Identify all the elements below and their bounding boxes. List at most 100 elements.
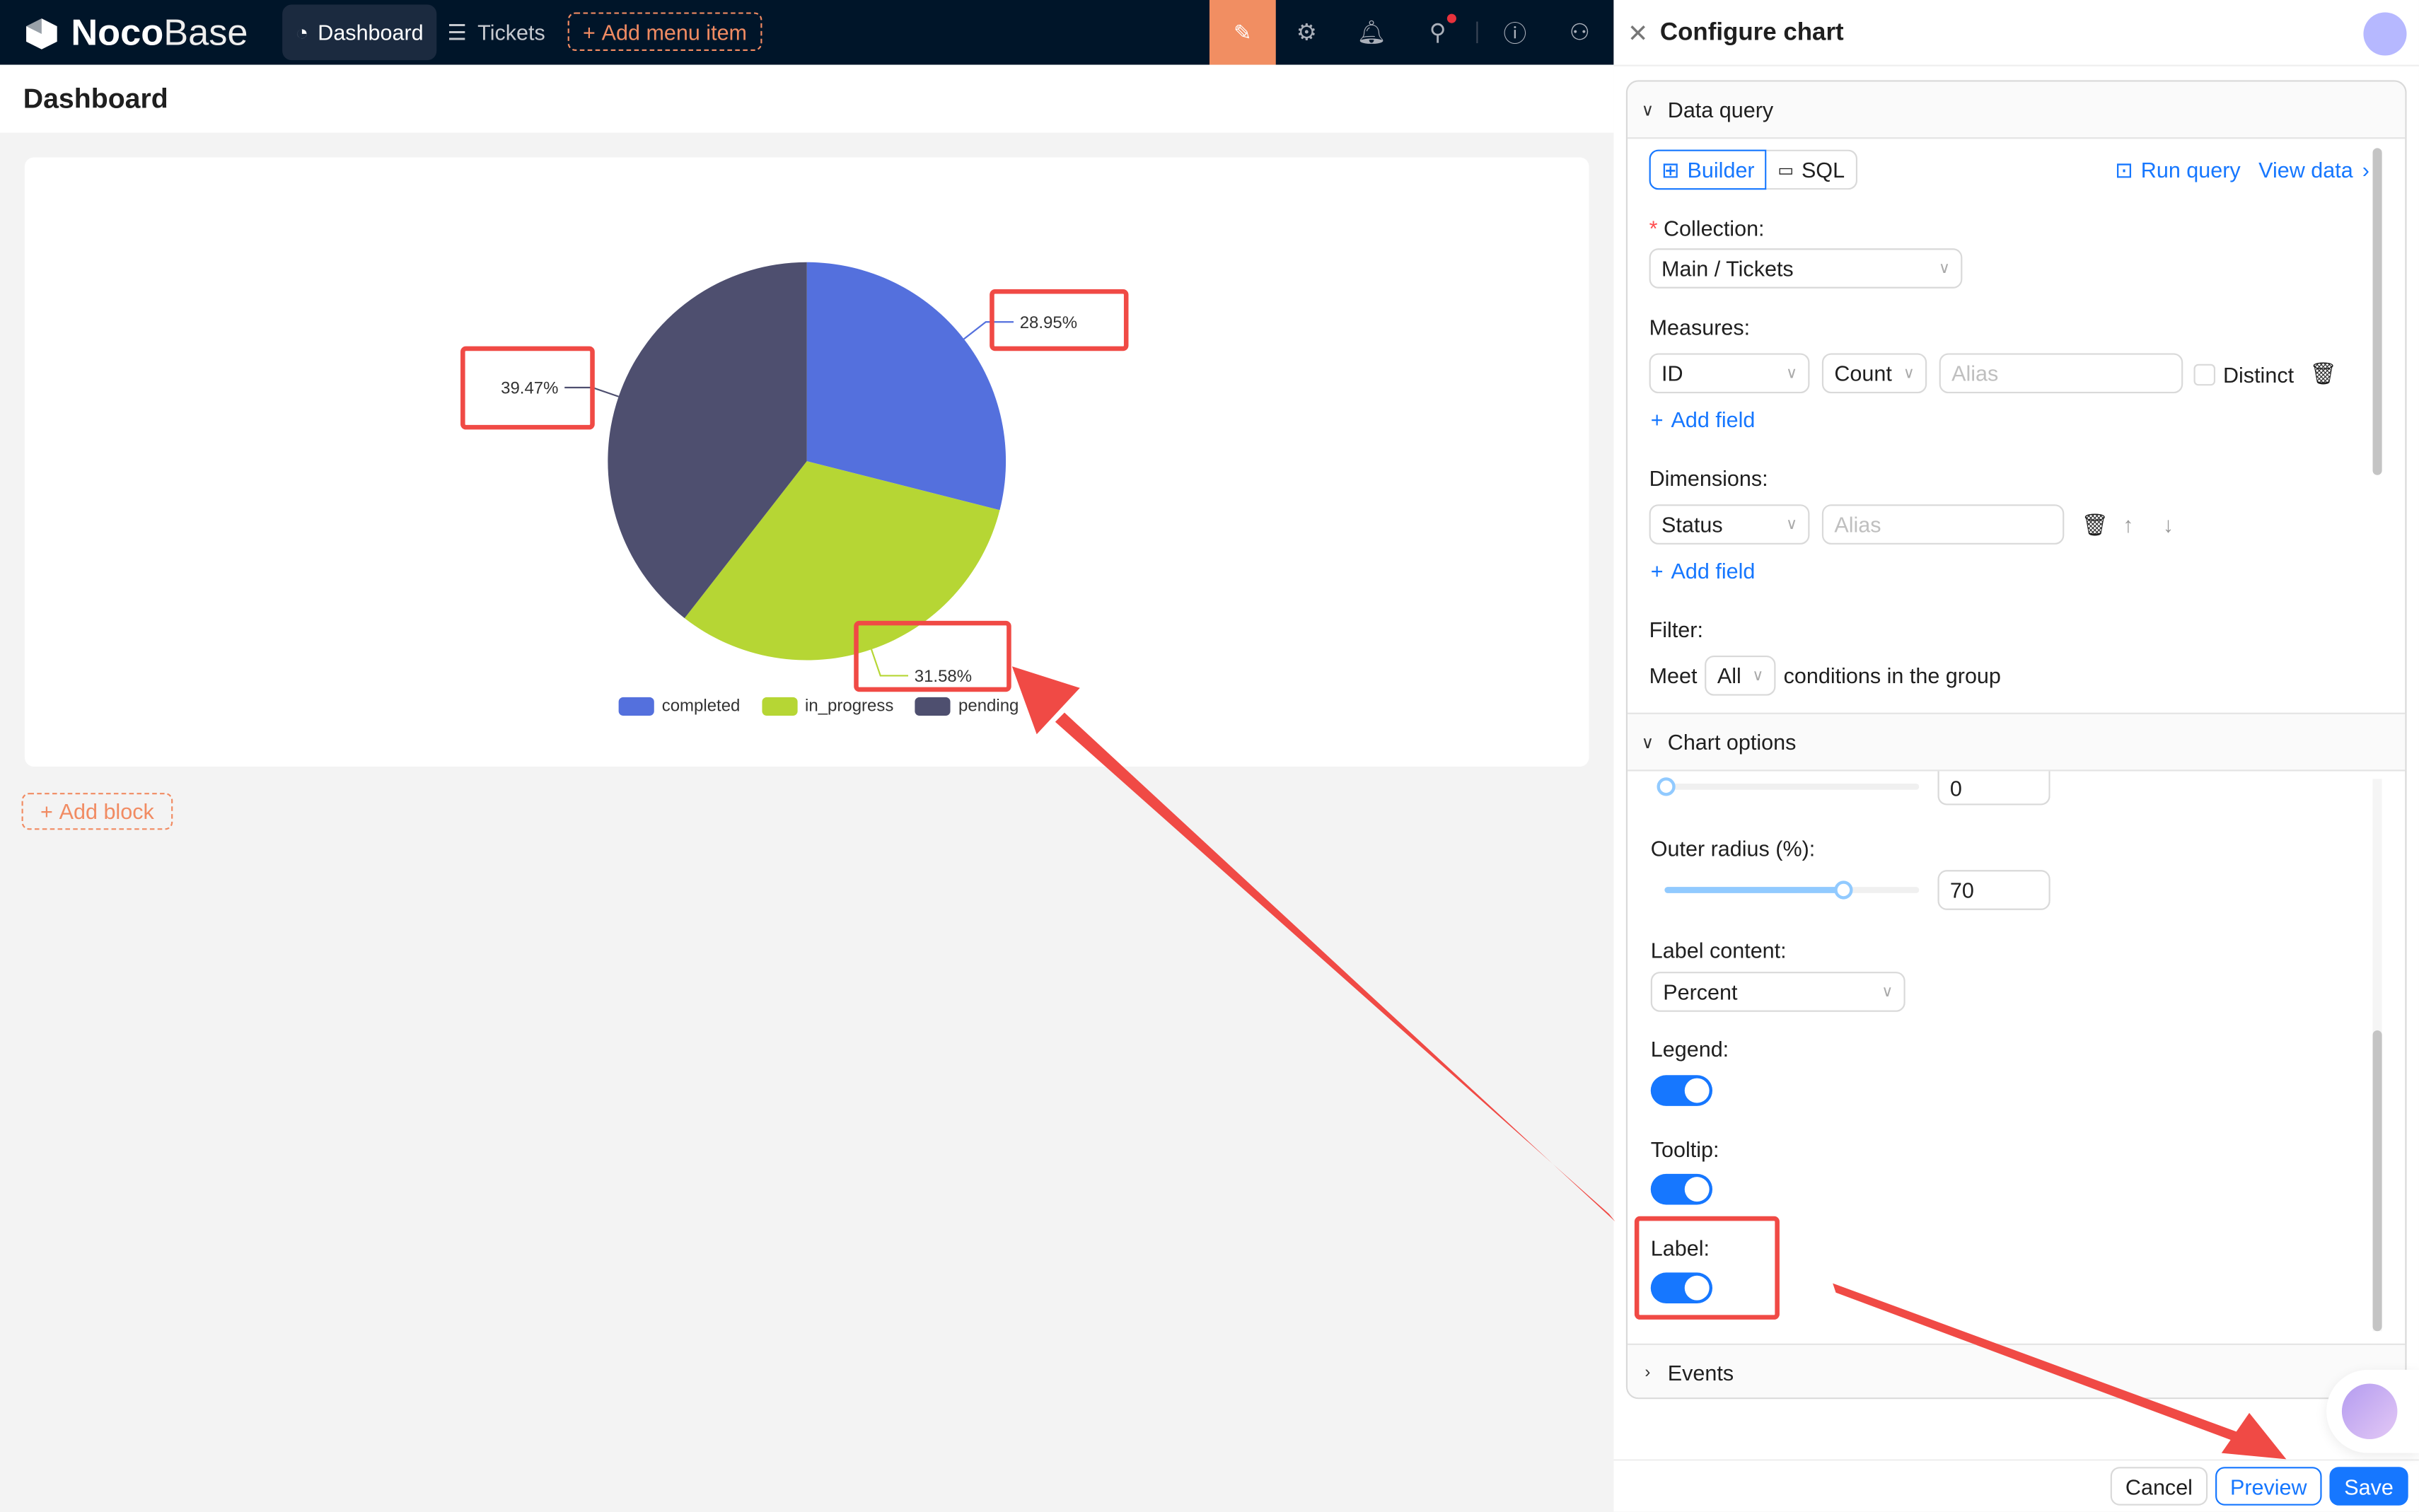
search-icon: ⚲ xyxy=(1429,20,1446,47)
avatar[interactable] xyxy=(2363,12,2407,56)
pie-slice-pending[interactable] xyxy=(608,262,807,619)
chart-options-scrollbar[interactable] xyxy=(2372,1030,2382,1332)
dashboard-icon: ◔ xyxy=(295,20,309,45)
help-assistant[interactable] xyxy=(2326,1369,2419,1453)
label-toggle[interactable] xyxy=(1650,1272,1713,1304)
required-mark: * xyxy=(1649,216,1664,241)
arrow-down-icon: ↓ xyxy=(2162,512,2174,537)
legend-item[interactable]: pending xyxy=(915,697,1019,716)
cancel-button[interactable]: Cancel xyxy=(2110,1467,2208,1506)
add-block-button[interactable]: + Add block xyxy=(21,793,173,830)
user-button[interactable]: ⚇ xyxy=(1557,0,1603,65)
add-dimension-button[interactable]: + Add field xyxy=(1651,559,1756,583)
annotation-arrow xyxy=(1055,712,1615,1222)
aggregation-select[interactable]: Count ∨ xyxy=(1821,353,1927,394)
outer-radius-input[interactable]: 70 xyxy=(1937,870,2050,910)
label-content-select[interactable]: Percent ∨ xyxy=(1650,972,1905,1012)
inner-radius-input[interactable]: 0 xyxy=(1937,771,2050,806)
page-title: Dashboard xyxy=(23,83,168,115)
outer-radius-slider[interactable] xyxy=(1664,880,1920,900)
help-icon: ⓘ xyxy=(1503,21,1527,47)
add-measure-button[interactable]: + Add field xyxy=(1651,407,1756,432)
plus-icon: + xyxy=(1650,407,1664,432)
data-query-header[interactable]: ∨ Data query xyxy=(1628,81,2406,139)
cancel-label: Cancel xyxy=(2125,1474,2193,1499)
slider-handle[interactable] xyxy=(1833,880,1852,900)
settings-button[interactable]: ⚙ xyxy=(1284,0,1330,65)
legend-item[interactable]: in_progress xyxy=(761,697,893,716)
bell-icon: 🔔︎ xyxy=(1357,20,1386,47)
tooltip-toggle[interactable] xyxy=(1650,1173,1713,1205)
builder-tab[interactable]: ⊞ Builder xyxy=(1649,149,1768,190)
close-icon: ✕ xyxy=(1628,21,1649,48)
logo-icon xyxy=(26,18,57,50)
add-menu-item-button[interactable]: + Add menu item xyxy=(567,12,762,51)
annotation-box xyxy=(990,289,1129,351)
run-icon: ⊡ xyxy=(2115,157,2133,182)
pie-slice-in_progress[interactable] xyxy=(684,461,1000,661)
chart-legend: completed in_progress pending xyxy=(618,697,1019,716)
preview-button[interactable]: Preview xyxy=(2215,1467,2322,1506)
add-field-label: Add field xyxy=(1671,558,1756,583)
view-data-button[interactable]: View data › xyxy=(2258,157,2369,182)
distinct-checkbox[interactable]: Distinct xyxy=(2193,362,2295,388)
label-line xyxy=(870,649,909,677)
chevron-down-icon: ∨ xyxy=(1903,364,1915,382)
nav-item-tickets[interactable]: ☰ Tickets xyxy=(448,5,545,61)
help-button[interactable]: ⓘ xyxy=(1492,0,1538,65)
checkbox-box xyxy=(2193,364,2216,386)
trash-icon: 🗑︎ xyxy=(2081,512,2109,537)
plus-icon: + xyxy=(1650,558,1664,583)
add-block-label: Add block xyxy=(59,798,154,824)
meet-select[interactable]: All ∨ xyxy=(1705,655,1776,696)
pie-slice-completed[interactable] xyxy=(806,262,1007,511)
sql-label: SQL xyxy=(1801,157,1845,182)
measure-alias-input[interactable]: Alias xyxy=(1939,353,2183,394)
data-label: 39.47% xyxy=(501,379,558,398)
save-button[interactable]: Save xyxy=(2329,1467,2408,1506)
dimension-alias-input[interactable]: Alias xyxy=(1821,504,2065,545)
ui-editor-button[interactable]: ✎ xyxy=(1209,0,1276,65)
collection-label: * Collection: xyxy=(1649,216,1765,240)
measure-field-value: ID xyxy=(1661,361,1683,386)
annotation-box xyxy=(460,346,595,430)
legend-swatch xyxy=(618,697,654,716)
delete-dimension-button[interactable]: 🗑︎ xyxy=(2081,512,2108,538)
sql-tab[interactable]: ▭ SQL xyxy=(1767,149,1857,190)
chevron-down-icon: ∨ xyxy=(1785,516,1797,533)
alias-placeholder: Alias xyxy=(1834,512,1881,537)
measure-field-select[interactable]: ID ∨ xyxy=(1649,353,1810,394)
label-content-value: Percent xyxy=(1663,979,1738,1004)
divider xyxy=(1613,1459,2419,1461)
delete-measure-button[interactable]: 🗑︎ xyxy=(2309,361,2337,387)
dimension-field-select[interactable]: Status ∨ xyxy=(1649,504,1810,545)
logo-text-light: Base xyxy=(163,12,248,54)
nav-item-dashboard[interactable]: ◔ Dashboard xyxy=(282,4,437,61)
outer-radius-label: Outer radius (%): xyxy=(1650,836,1816,861)
divider xyxy=(1613,64,2419,66)
filter-label: Filter: xyxy=(1649,617,1703,642)
legend-item[interactable]: completed xyxy=(618,697,740,716)
run-query-label: Run query xyxy=(2140,157,2241,182)
legend-toggle[interactable] xyxy=(1650,1075,1713,1106)
legend-label: pending xyxy=(958,697,1019,716)
notifications-button[interactable]: 🔔︎ xyxy=(1348,0,1394,65)
builder-label: Builder xyxy=(1687,157,1755,182)
close-button[interactable]: ✕ xyxy=(1628,18,1648,50)
data-query-scrollbar[interactable] xyxy=(2372,148,2382,475)
add-field-label: Add field xyxy=(1671,407,1756,432)
settings-icon: ⚙ xyxy=(1296,20,1318,47)
filter-group: Meet All ∨ conditions in the group xyxy=(1649,655,2001,696)
meet-label: Meet xyxy=(1649,663,1698,688)
logo[interactable]: Noco Base xyxy=(22,12,248,55)
move-down-button[interactable]: ↓ xyxy=(2163,512,2174,537)
inner-radius-slider[interactable] xyxy=(1657,777,1920,796)
move-up-button[interactable]: ↑ xyxy=(2123,512,2133,537)
slider-handle[interactable] xyxy=(1657,777,1676,796)
top-bar xyxy=(0,0,1614,65)
distinct-label: Distinct xyxy=(2222,362,2295,388)
run-query-button[interactable]: ⊡ Run query xyxy=(2115,157,2240,183)
collection-select[interactable]: Main / Tickets ∨ xyxy=(1649,248,1963,289)
search-button[interactable]: ⚲ xyxy=(1415,0,1461,65)
chart-options-header[interactable]: ∨ Chart options xyxy=(1628,712,2406,772)
